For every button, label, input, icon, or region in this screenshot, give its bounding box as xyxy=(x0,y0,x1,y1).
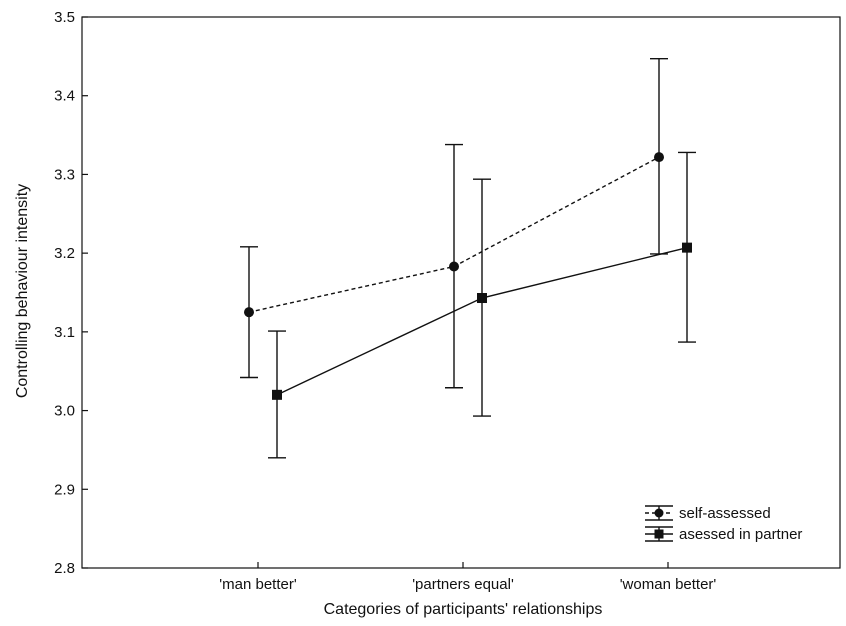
x-tick-label: 'woman better' xyxy=(620,576,717,593)
y-tick-label: 3.0 xyxy=(54,403,75,420)
y-tick-label: 3.2 xyxy=(54,245,75,262)
legend-marker-square xyxy=(654,529,664,539)
y-tick-label: 3.3 xyxy=(54,166,75,183)
data-point xyxy=(449,261,459,272)
legend: self-assessed asessed in partner xyxy=(645,505,802,543)
y-tick-label: 3.1 xyxy=(54,324,75,341)
x-axis-title: Categories of participants' relationship… xyxy=(324,601,603,618)
data-point xyxy=(682,242,692,253)
y-tick-label: 3.5 xyxy=(54,9,75,26)
y-tick-label: 2.8 xyxy=(54,560,75,577)
data-point xyxy=(477,293,487,304)
y-tick-label: 2.9 xyxy=(54,481,75,498)
data-point xyxy=(272,389,282,400)
data-point xyxy=(244,307,254,318)
x-tick-label: 'man better' xyxy=(219,576,297,593)
legend-marker-circle xyxy=(654,508,664,518)
series-self-assessed xyxy=(240,58,668,389)
series-assessed-in-partner xyxy=(268,151,696,459)
y-axis-title: Controlling behaviour intensity xyxy=(14,184,31,398)
legend-label: asessed in partner xyxy=(679,526,802,543)
x-tick-label: 'partners equal' xyxy=(412,576,514,593)
y-tick-label: 3.4 xyxy=(54,88,75,105)
data-point xyxy=(654,152,664,163)
plot-frame xyxy=(81,16,841,569)
legend-label: self-assessed xyxy=(679,505,771,522)
